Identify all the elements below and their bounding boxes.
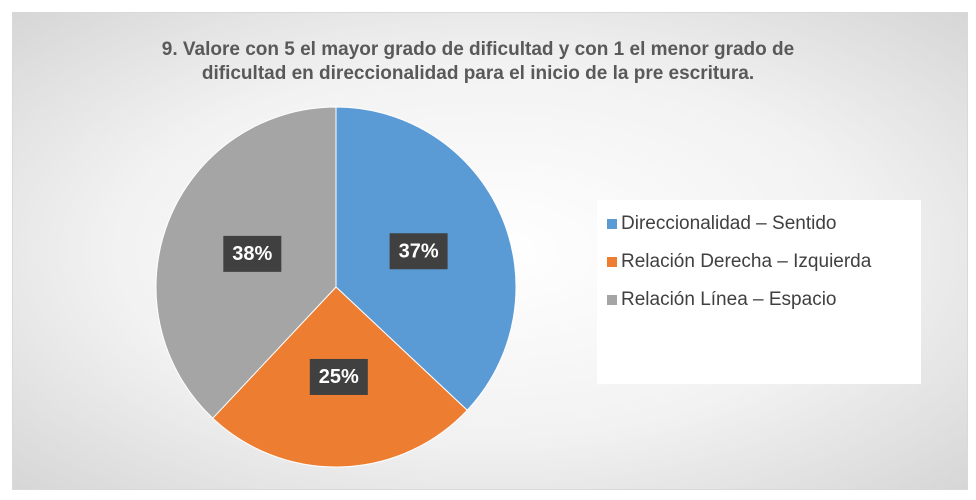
legend-entry: Direccionalidad – Sentido <box>607 212 911 236</box>
legend-label: Relación Línea – Espacio <box>621 289 837 310</box>
legend-entry: Relación Línea – Espacio <box>607 288 911 312</box>
legend-swatch <box>607 295 617 305</box>
legend-label: Relación Derecha – Izquierda <box>621 251 872 272</box>
data-label: 25% <box>319 366 359 388</box>
legend-entry: Relación Derecha – Izquierda <box>607 250 911 274</box>
data-label-box <box>389 233 448 270</box>
legend-label: Direccionalidad – Sentido <box>621 213 837 234</box>
data-label-box <box>223 235 282 272</box>
data-label-box <box>309 358 368 395</box>
data-label: 38% <box>232 243 272 265</box>
data-label: 37% <box>399 241 439 263</box>
legend: Direccionalidad – Sentido Relación Derech… <box>597 200 921 384</box>
chart-title: 9. Valore con 5 el mayor grado de dificu… <box>161 39 795 84</box>
legend-swatch <box>607 219 617 229</box>
legend-swatch <box>607 257 617 267</box>
